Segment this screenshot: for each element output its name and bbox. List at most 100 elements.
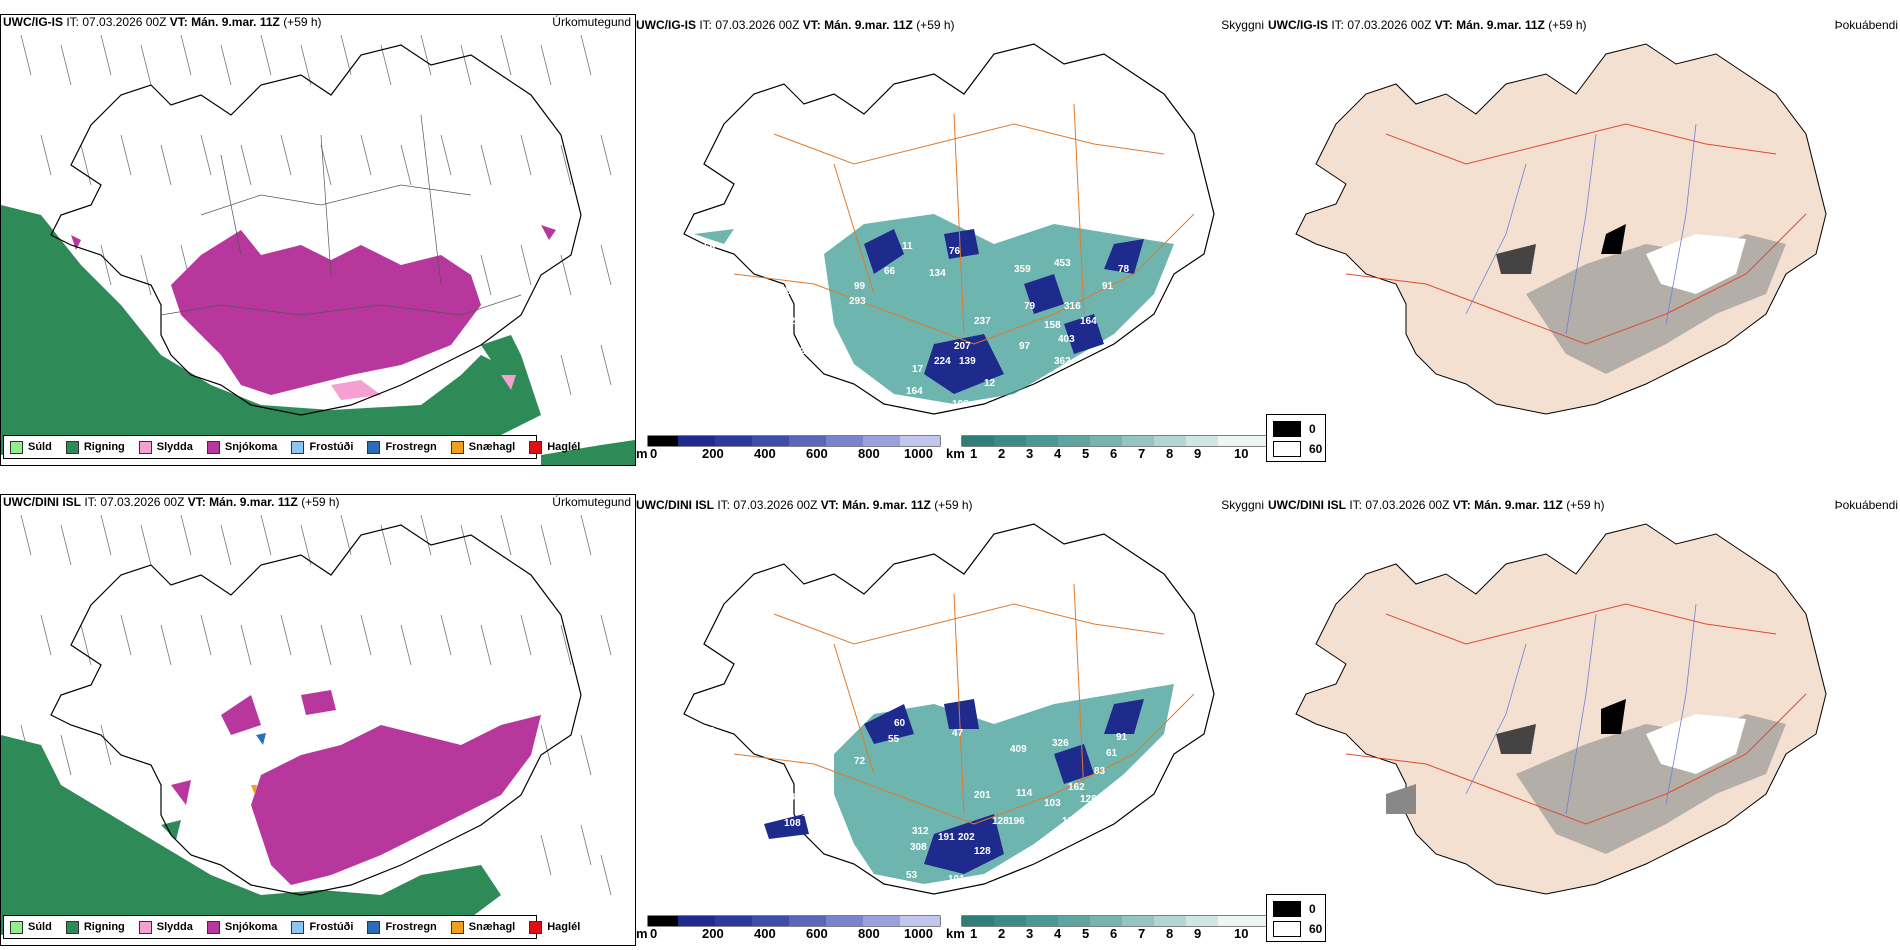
precip-type-title: Úrkomutegund (552, 495, 631, 509)
legend-label: Rigning (83, 441, 125, 453)
colorbar-km-tick: 4 (1054, 446, 1062, 461)
vis-label: 312 (912, 826, 929, 837)
model-label: UWC/DINI ISL (1268, 498, 1346, 512)
vis-label: 76 (949, 246, 961, 257)
legend-rain: Rigning (65, 920, 125, 934)
colorbar-km-tick: 9 (1194, 926, 1202, 941)
colorbar-m-tick: 400 (754, 926, 776, 941)
colorbar-km-unit: km (946, 926, 965, 941)
vis-label: 201 (974, 790, 991, 801)
swatch (450, 920, 464, 934)
legend-drizzle: Súld (10, 920, 52, 934)
vt-label: VT: (1452, 498, 1471, 512)
colorbar-km-tick: 5 (1082, 446, 1090, 461)
colorbar-m-unit: m (636, 926, 648, 941)
vis-label: 99 (854, 281, 866, 292)
it-value: 07.03.2026 00Z (715, 18, 800, 32)
colorbar-m (647, 435, 941, 447)
offset: (+59 h) (1548, 18, 1587, 32)
fog-legend: 0 60 (1266, 414, 1326, 462)
legend-sleet: Slydda (138, 440, 193, 454)
rivers (1465, 123, 1697, 335)
fog-legend: 0 60 (1266, 894, 1326, 942)
it-label: IT: (84, 495, 98, 509)
iceland-outline (683, 523, 1215, 895)
swatch (529, 440, 543, 454)
swatch (450, 440, 464, 454)
sleet-area (331, 375, 516, 400)
vis-label: 192 (970, 409, 987, 420)
vis-label: 56 (704, 242, 716, 253)
colorbar-m-tick: 800 (858, 926, 880, 941)
legend-label: Slydda (156, 921, 193, 933)
vt-value: Mán. 9.mar. 11Z (209, 495, 298, 509)
vis-label: 158 (1044, 320, 1061, 331)
swatch (10, 920, 23, 934)
fog-gray-shading (1496, 224, 1786, 374)
colorbar-km-tick: 6 (1110, 446, 1118, 461)
swatch (529, 920, 543, 934)
fog-swatch-dark (1273, 421, 1301, 437)
colorbar-m-tick: 600 (806, 446, 828, 461)
legend-label: Slydda (156, 441, 193, 453)
offset: (+59 h) (1566, 498, 1605, 512)
vis-label: 326 (1052, 738, 1069, 749)
fog-map-top (1295, 43, 1827, 415)
swatch (367, 920, 381, 934)
colorbar-km-tick: 9 (1194, 446, 1202, 461)
fog-legend-low: 0 (1273, 421, 1316, 437)
vt-value: Mán. 9.mar. 11Z (842, 498, 931, 512)
colorbar-m (647, 915, 941, 927)
colorbar-km-tick: 8 (1166, 446, 1174, 461)
colorbar-m-tick: 800 (858, 446, 880, 461)
it-value: 07.03.2026 00Z (733, 498, 818, 512)
legend-freezing-drizzle: Frostúði (291, 440, 354, 454)
roads (1345, 603, 1807, 825)
vis-label: 127 (802, 808, 819, 819)
fog-legend-label: 0 (1309, 902, 1316, 916)
visibility-map-bottom: 49 60 55 47 409 326 91 72 61 83 88 127 1… (647, 523, 1266, 927)
colorbar-km-tick: 1 (970, 446, 978, 461)
vis-label: 409 (1010, 744, 1027, 755)
fog-gray-shading (1386, 699, 1786, 854)
iceland-land (1295, 523, 1827, 895)
bottom-right-header: UWC/DINI ISL IT: 07.03.2026 00Z VT: Mán.… (1268, 498, 1605, 512)
it-label: IT: (699, 18, 713, 32)
colorbar-m-tick: 0 (650, 446, 658, 461)
vis-label: 164 (906, 386, 923, 397)
colorbar-km-tick: 2 (998, 446, 1006, 461)
precip-type-panel-bottom: UWC/DINI ISL IT: 07.03.2026 00Z VT: Mán.… (0, 494, 636, 946)
colorbar-m-tick: 600 (806, 926, 828, 941)
precip-legend: Súld Rigning Slydda Snjókoma Frostúði Fr… (3, 435, 580, 459)
legend-label: Snæhagl (468, 921, 516, 933)
swatch (367, 440, 381, 454)
visibility-labels: 49 60 55 47 409 326 91 72 61 83 88 127 1… (704, 718, 1128, 885)
legend-freezing-drizzle: Frostúði (291, 920, 353, 934)
colorbar-km-tick: 6 (1110, 926, 1118, 941)
vis-label: 91 (1102, 281, 1114, 292)
vis-label: 122 (784, 286, 801, 297)
swatch (291, 440, 305, 454)
it-label: IT: (66, 15, 80, 29)
fog-swatch-dark (1273, 901, 1301, 917)
legend-label: Snjókoma (224, 441, 278, 453)
rain-area (1, 205, 635, 465)
bottom-mid-header: UWC/DINI ISL IT: 07.03.2026 00Z VT: Mán.… (636, 498, 973, 512)
legend-label: Rigning (83, 921, 125, 933)
visibility-labels: 56 120 122 222 72 66 99 293 11 76 134 35… (704, 232, 1130, 420)
fog-legend-low: 0 (1273, 901, 1316, 917)
legend-freezing-rain: Frostregn (367, 440, 437, 454)
vis-label: 47 (952, 728, 964, 739)
fog-legend-high: 60 (1273, 441, 1322, 457)
legend-label: Haglél (547, 921, 581, 933)
swatch (65, 440, 79, 454)
vis-label: 453 (1054, 258, 1071, 269)
swatch (206, 440, 220, 454)
vis-label: 114 (1016, 788, 1033, 799)
visibility-panel-top: 56 120 122 222 72 66 99 293 11 76 134 35… (634, 14, 1266, 464)
graupel-spot (251, 785, 257, 795)
legend-label: Frostúði (309, 441, 354, 453)
model-label: UWC/DINI ISL (636, 498, 714, 512)
vis-label: 224 (934, 356, 951, 367)
legend-label: Súld (28, 441, 52, 453)
